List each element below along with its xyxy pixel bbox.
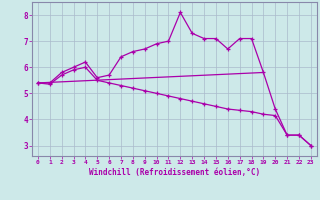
X-axis label: Windchill (Refroidissement éolien,°C): Windchill (Refroidissement éolien,°C) <box>89 168 260 177</box>
